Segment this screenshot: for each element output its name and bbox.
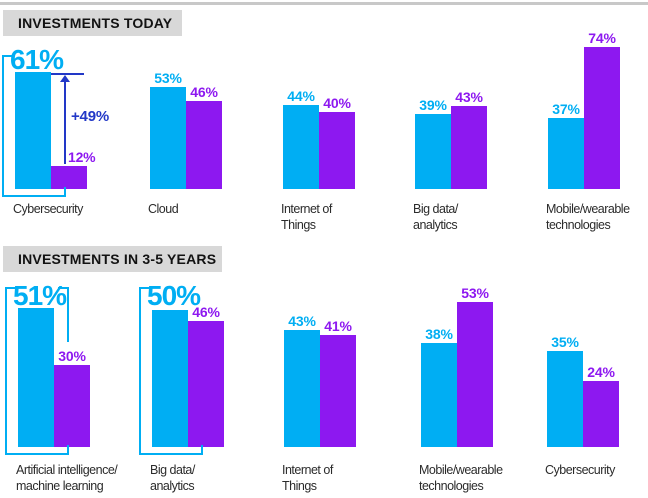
value-label-cybersecurity-cyan: 35%: [551, 334, 579, 350]
bar-cybersecurity-purple: [583, 381, 619, 447]
bracket-top-tick: [2, 55, 13, 57]
value-label-internet-of-things-cyan: 43%: [288, 313, 316, 329]
delta-reference-line: [51, 73, 84, 75]
category-label-mobile-wearable-technologies: Mobile/wearable technologies: [419, 462, 503, 494]
bar-mobile-wearable-technologies-purple: [457, 302, 493, 447]
value-label-artificial-intelligence-machine-learning-purple: 30%: [58, 348, 86, 364]
bar-big-data-analytics-purple: [188, 321, 224, 447]
category-label-line: Big data/: [150, 463, 195, 477]
delta-arrow-shaft: [64, 80, 66, 164]
category-label-line: analytics: [150, 479, 195, 493]
bracket-bottom-line: [5, 453, 69, 455]
category-label-line: Artificial intelligence/: [16, 463, 118, 477]
section-title-investments-today: INVESTMENTS TODAY: [3, 10, 182, 36]
bracket-end-tick: [201, 445, 203, 455]
bracket-left-line: [2, 55, 4, 197]
value-label-big-cybersecurity: 61%: [10, 44, 64, 75]
category-label-cybersecurity: Cybersecurity: [545, 462, 615, 478]
category-label-cloud: Cloud: [148, 201, 179, 217]
category-label-line: machine learning: [16, 479, 104, 493]
value-label-cybersecurity-purple: 12%: [68, 149, 96, 165]
bar-cloud-cyan: [150, 87, 186, 189]
bracket-right-tick: [58, 287, 69, 289]
bracket-top-tick: [5, 287, 16, 289]
bar-cybersecurity-purple: [51, 166, 87, 189]
value-label-mobile-wearable-technologies-cyan: 37%: [552, 101, 580, 117]
bracket-end-tick: [64, 187, 66, 197]
category-label-line: Mobile/wearable: [419, 463, 503, 477]
category-label-cybersecurity: Cybersecurity: [13, 201, 83, 217]
bracket-left-line: [139, 287, 141, 455]
bar-mobile-wearable-technologies-cyan: [421, 343, 457, 447]
bar-cybersecurity-cyan: [15, 72, 51, 189]
category-label-line: Internet of: [282, 463, 333, 477]
value-label-big-data-analytics-purple: 43%: [455, 89, 483, 105]
bar-cybersecurity-cyan: [547, 351, 583, 447]
bar-mobile-wearable-technologies-purple: [584, 47, 620, 189]
category-label-big-data-analytics: Big data/analytics: [413, 201, 458, 233]
category-label-line: Cybersecurity: [13, 202, 83, 216]
category-label-mobile-wearable-technologies: Mobile/wearable technologies: [546, 201, 630, 233]
bar-internet-of-things-cyan: [284, 330, 320, 447]
category-label-line: Things: [282, 479, 317, 493]
bar-big-data-analytics-cyan: [415, 114, 451, 189]
bar-artificial-intelligence-machine-learning-cyan: [18, 308, 54, 447]
category-label-line: technologies: [419, 479, 484, 493]
value-label-mobile-wearable-technologies-purple: 74%: [588, 30, 616, 46]
value-label-big-data-analytics-purple: 46%: [192, 304, 220, 320]
value-label-internet-of-things-purple: 41%: [324, 318, 352, 334]
bracket-left-line: [5, 287, 7, 455]
category-label-line: Big data/: [413, 202, 458, 216]
value-label-mobile-wearable-technologies-cyan: 38%: [425, 326, 453, 342]
bracket-end-tick: [67, 445, 69, 455]
delta-label: +49%: [71, 108, 109, 125]
bar-internet-of-things-purple: [320, 335, 356, 447]
category-label-line: Mobile/wearable: [546, 202, 630, 216]
bracket-right-descender: [67, 287, 69, 342]
bar-internet-of-things-purple: [319, 112, 355, 189]
bar-cloud-purple: [186, 101, 222, 189]
section-title-investments-3-5-years: INVESTMENTS IN 3-5 YEARS: [3, 246, 222, 272]
category-label-line: Cybersecurity: [545, 463, 615, 477]
value-label-big-data-analytics-cyan: 39%: [419, 97, 447, 113]
value-label-big-big-data-analytics: 50%: [147, 280, 201, 311]
value-label-mobile-wearable-technologies-purple: 53%: [461, 285, 489, 301]
bar-big-data-analytics-cyan: [152, 310, 188, 447]
bar-big-data-analytics-purple: [451, 106, 487, 189]
category-label-artificial-intelligence-machine-learning: Artificial intelligence/machine learning: [16, 462, 118, 494]
bar-internet-of-things-cyan: [283, 105, 319, 189]
delta-arrow-head-icon: [60, 75, 70, 82]
category-label-line: Things: [281, 218, 316, 232]
value-label-cybersecurity-purple: 24%: [587, 364, 615, 380]
category-label-line: technologies: [546, 218, 611, 232]
value-label-big-artificial-intelligence-machine-learning: 51%: [13, 280, 67, 311]
category-label-line: analytics: [413, 218, 458, 232]
bar-mobile-wearable-technologies-cyan: [548, 118, 584, 189]
category-label-big-data-analytics: Big data/analytics: [150, 462, 195, 494]
value-label-cloud-purple: 46%: [190, 84, 218, 100]
bracket-top-tick: [139, 287, 150, 289]
value-label-internet-of-things-purple: 40%: [323, 95, 351, 111]
bracket-bottom-line: [2, 195, 66, 197]
bar-artificial-intelligence-machine-learning-purple: [54, 365, 90, 447]
category-label-line: Internet of: [281, 202, 332, 216]
value-label-internet-of-things-cyan: 44%: [287, 88, 315, 104]
bracket-bottom-line: [139, 453, 203, 455]
category-label-line: Cloud: [148, 202, 179, 216]
value-label-cloud-cyan: 53%: [154, 70, 182, 86]
category-label-internet-of-things: Internet of Things: [281, 201, 332, 233]
category-label-internet-of-things: Internet of Things: [282, 462, 333, 494]
top-divider-line: [0, 2, 648, 5]
